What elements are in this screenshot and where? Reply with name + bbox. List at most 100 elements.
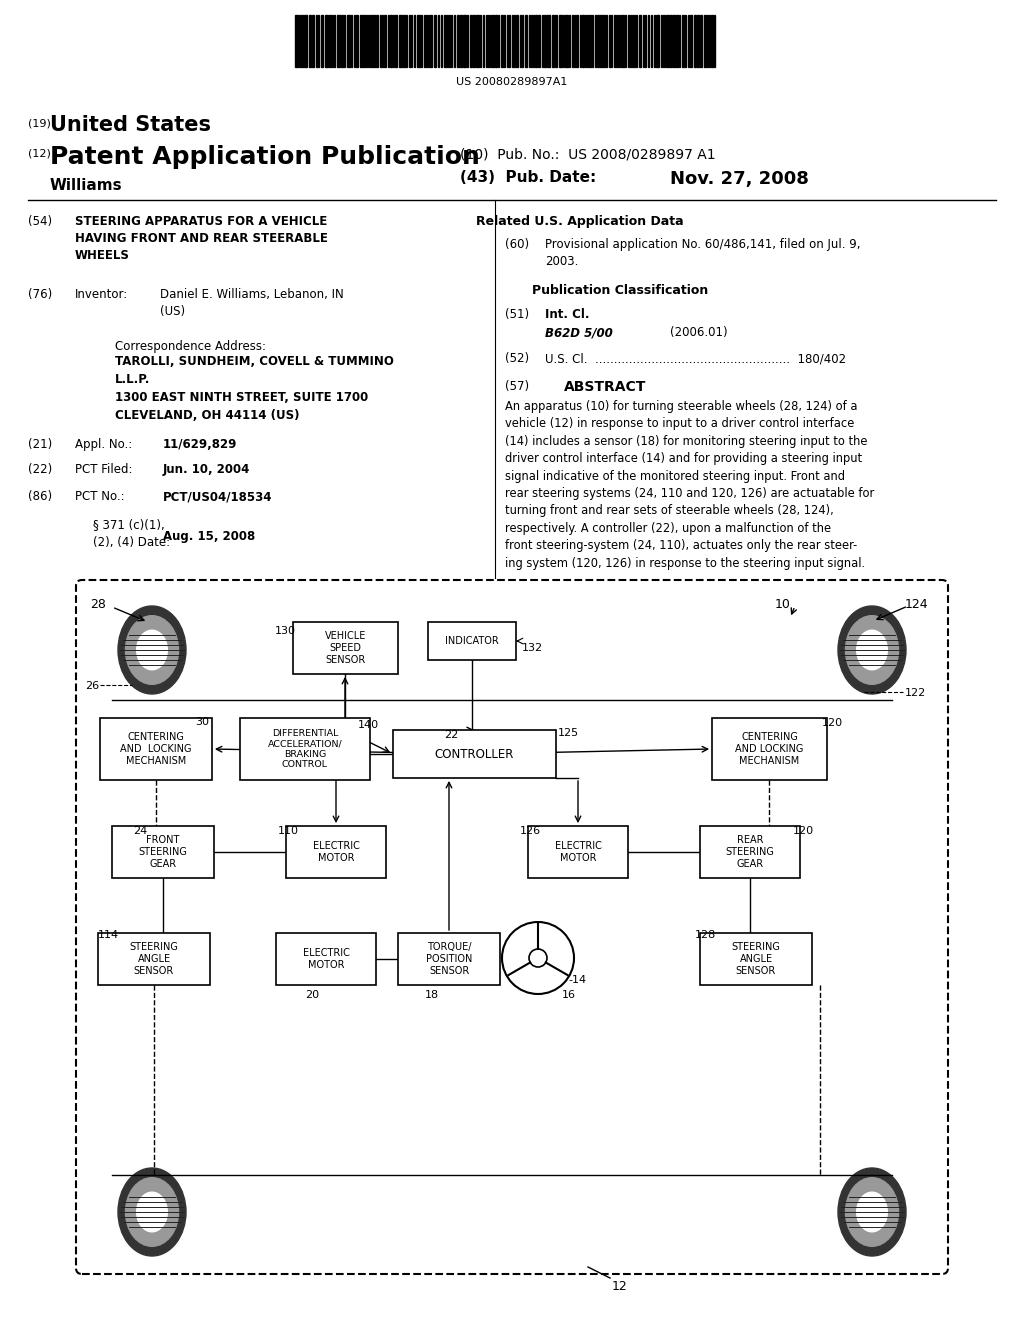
Text: Publication Classification: Publication Classification	[531, 284, 709, 297]
Text: TAROLLI, SUNDHEIM, COVELL & TUMMINO
L.L.P.
1300 EAST NINTH STREET, SUITE 1700
CL: TAROLLI, SUNDHEIM, COVELL & TUMMINO L.L.…	[115, 355, 394, 422]
Bar	[636, 15, 637, 67]
Text: (60): (60)	[505, 238, 529, 251]
Bar	[308, 15, 310, 67]
Text: ELECTRIC
MOTOR: ELECTRIC MOTOR	[302, 948, 349, 970]
Bar	[321, 15, 323, 67]
Bar	[538, 15, 540, 67]
Text: Williams: Williams	[50, 178, 123, 193]
Ellipse shape	[126, 1177, 178, 1246]
Ellipse shape	[838, 1168, 906, 1257]
Bar	[398, 933, 500, 985]
Text: Daniel E. Williams, Lebanon, IN
(US): Daniel E. Williams, Lebanon, IN (US)	[160, 288, 344, 318]
Bar	[240, 718, 370, 780]
Bar	[575, 15, 578, 67]
Bar	[524, 15, 526, 67]
Ellipse shape	[857, 1192, 888, 1232]
Bar	[492, 15, 494, 67]
Bar	[460, 15, 462, 67]
Bar	[370, 15, 372, 67]
Ellipse shape	[857, 630, 888, 669]
Bar	[403, 15, 406, 67]
Bar	[696, 15, 698, 67]
Bar	[528, 826, 628, 878]
Text: CENTERING
AND  LOCKING
MECHANISM: CENTERING AND LOCKING MECHANISM	[120, 733, 191, 766]
Text: 130: 130	[275, 626, 296, 636]
Bar	[565, 15, 568, 67]
Text: 22: 22	[444, 730, 459, 741]
Text: 28: 28	[90, 598, 105, 611]
Bar	[473, 15, 474, 67]
Text: 128: 128	[695, 931, 716, 940]
Ellipse shape	[846, 1177, 898, 1246]
Text: U.S. Cl.  ....................................................  180/402: U.S. Cl. ...............................…	[545, 352, 846, 366]
Text: ELECTRIC
MOTOR: ELECTRIC MOTOR	[555, 841, 601, 863]
Text: 126: 126	[520, 826, 541, 836]
Bar	[398, 15, 401, 67]
Text: 30: 30	[195, 717, 209, 727]
Bar	[457, 15, 459, 67]
Text: B62D 5/00: B62D 5/00	[545, 326, 612, 339]
Ellipse shape	[118, 606, 186, 694]
Text: (54): (54)	[28, 215, 52, 228]
Bar	[544, 15, 546, 67]
Bar	[555, 15, 557, 67]
Text: 140: 140	[358, 719, 379, 730]
Bar	[295, 15, 298, 67]
Bar	[711, 15, 713, 67]
Bar	[395, 15, 397, 67]
Bar	[667, 15, 669, 67]
Text: PCT No.:: PCT No.:	[75, 490, 125, 503]
Text: ELECTRIC
MOTOR: ELECTRIC MOTOR	[312, 841, 359, 863]
Text: Aug. 15, 2008: Aug. 15, 2008	[163, 531, 255, 543]
Bar	[427, 15, 429, 67]
Bar	[356, 15, 358, 67]
Text: DIFFERENTIAL
ACCELERATION/
BRAKING
CONTROL: DIFFERENTIAL ACCELERATION/ BRAKING CONTR…	[267, 729, 342, 770]
Text: PCT/US04/18534: PCT/US04/18534	[163, 490, 272, 503]
Text: 120: 120	[793, 826, 814, 836]
Bar	[347, 15, 350, 67]
Circle shape	[529, 949, 547, 968]
Bar	[495, 15, 497, 67]
Bar	[712, 718, 827, 780]
Text: (10)  Pub. No.:  US 2008/0289897 A1: (10) Pub. No.: US 2008/0289897 A1	[460, 148, 716, 162]
Bar	[276, 933, 376, 985]
Text: Patent Application Publication: Patent Application Publication	[50, 145, 480, 169]
Bar	[703, 15, 706, 67]
Bar	[693, 15, 695, 67]
Bar	[673, 15, 675, 67]
Bar	[647, 15, 649, 67]
Bar	[682, 15, 684, 67]
Bar	[559, 15, 562, 67]
Bar	[656, 15, 659, 67]
Bar	[535, 15, 537, 67]
Bar	[475, 15, 478, 67]
Bar	[329, 15, 331, 67]
Text: 122: 122	[905, 688, 927, 698]
Ellipse shape	[126, 615, 178, 684]
Text: (12): (12)	[28, 148, 51, 158]
Bar	[700, 826, 800, 878]
Text: CENTERING
AND LOCKING
MECHANISM: CENTERING AND LOCKING MECHANISM	[735, 733, 804, 766]
Bar	[470, 15, 471, 67]
Text: 132: 132	[522, 643, 543, 653]
Text: INDICATOR: INDICATOR	[445, 636, 499, 645]
Bar	[98, 933, 210, 985]
Text: TORQUE/
POSITION
SENSOR: TORQUE/ POSITION SENSOR	[426, 942, 472, 975]
Bar	[625, 15, 626, 67]
Text: 110: 110	[278, 826, 299, 836]
Bar	[433, 15, 435, 67]
Bar	[639, 15, 641, 67]
Text: 26: 26	[85, 681, 99, 690]
Circle shape	[502, 921, 574, 994]
Bar	[449, 15, 450, 67]
Text: An apparatus (10) for turning steerable wheels (28, 124) of a
vehicle (12) in re: An apparatus (10) for turning steerable …	[505, 400, 874, 570]
Bar	[380, 15, 381, 67]
Text: 18: 18	[425, 990, 439, 1001]
Bar	[100, 718, 212, 780]
Bar	[359, 15, 361, 67]
Text: ABSTRACT: ABSTRACT	[564, 380, 646, 393]
Text: 125: 125	[558, 729, 580, 738]
Bar	[589, 15, 591, 67]
Text: (86): (86)	[28, 490, 52, 503]
Bar	[599, 15, 601, 67]
